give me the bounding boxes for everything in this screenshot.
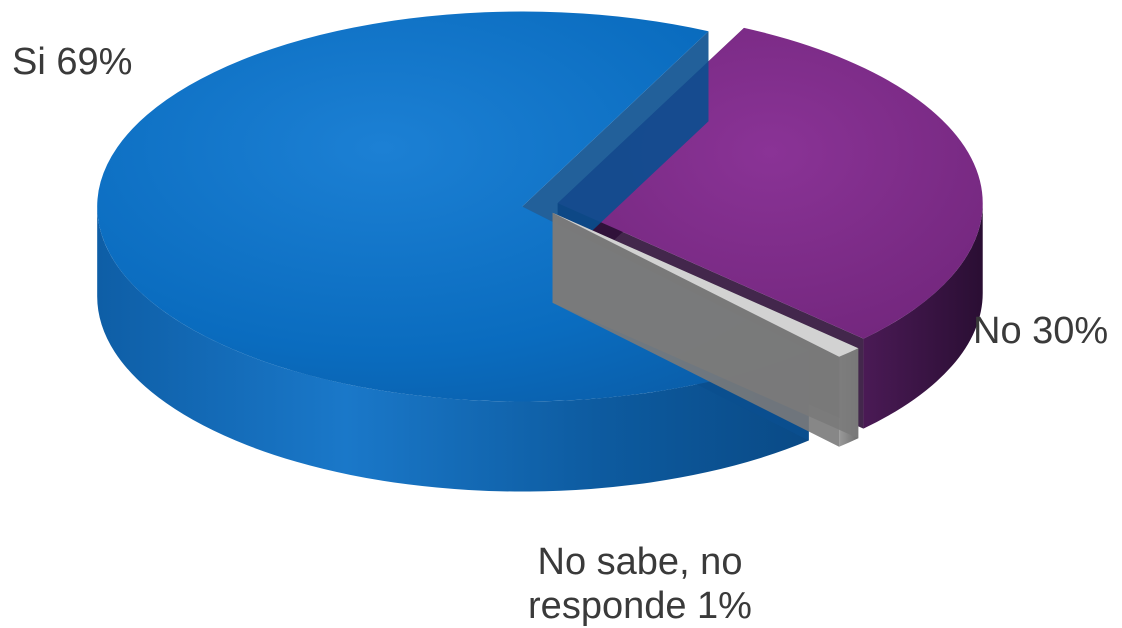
slice-label-si: Si 69% (12, 41, 133, 83)
slice-label-no: No 30% (973, 310, 1109, 352)
slice-cut-no-sabe-1 (552, 212, 840, 447)
slice-no-sabe (552, 212, 859, 447)
slice-label-no-sabe-line-1: No sabe, no (537, 541, 743, 583)
slices-layer (97, 11, 983, 492)
slice-side-si (97, 206, 809, 492)
slice-top-no-sabe (552, 212, 859, 357)
slice-side-no (863, 203, 983, 429)
slice-label-no-sabe: No sabe, no responde 1% (520, 540, 760, 628)
slice-label-no-sabe-line-2: responde 1% (528, 585, 752, 627)
